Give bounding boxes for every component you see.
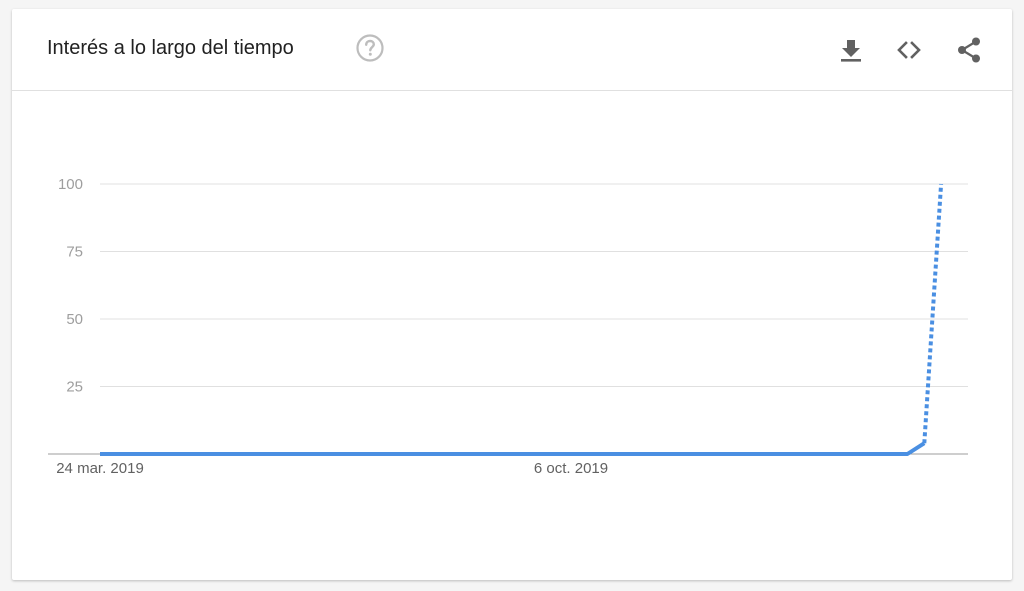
series-line-partial-data (922, 183, 944, 444)
grid-layer (48, 183, 968, 455)
series-line (100, 441, 926, 456)
series-layer (100, 183, 944, 456)
interest-over-time-card: Interés a lo largo del tiempo 100 75 50 25 … (12, 9, 1012, 580)
share-icon[interactable] (955, 36, 983, 64)
interest-line-chart: 100 75 50 25 24 mar. 2019 6 oct. 2019 (48, 176, 968, 477)
download-icon[interactable] (837, 36, 865, 64)
x-tick-label: 24 mar. 2019 (56, 460, 144, 477)
x-axis-ticks: 24 mar. 2019 6 oct. 2019 (56, 460, 608, 477)
x-tick-label: 6 oct. 2019 (534, 460, 608, 477)
help-circle-icon[interactable] (355, 33, 385, 63)
y-tick-label: 100 (58, 176, 83, 193)
y-tick-label: 75 (66, 244, 83, 261)
y-axis-ticks: 100 75 50 25 (58, 176, 83, 396)
y-tick-label: 25 (66, 379, 83, 396)
card-title: Interés a lo largo del tiempo (47, 37, 294, 59)
y-tick-label: 50 (66, 311, 83, 328)
code-icon[interactable] (895, 36, 923, 64)
card-header: Interés a lo largo del tiempo (12, 9, 1012, 91)
